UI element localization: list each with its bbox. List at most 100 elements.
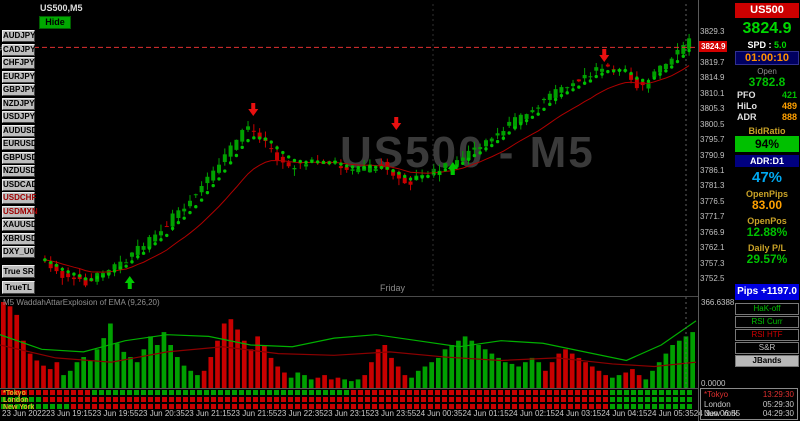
price-label: 3786.1 bbox=[700, 165, 725, 175]
stat-row-adr: ADR 888 bbox=[735, 112, 799, 122]
daily-pl-label: Daily P/L bbox=[747, 243, 786, 253]
time-label: 23 Jun 23:15 bbox=[323, 409, 370, 418]
price-label: 3790.9 bbox=[700, 150, 725, 160]
chart-symbol-label: US500,M5 bbox=[40, 3, 83, 13]
hilo-label: HiLo bbox=[737, 101, 757, 111]
sessions-table: *Tokyo 13:29:30 London 05:29:30 New York… bbox=[700, 388, 798, 420]
bid-price: 3824.9 bbox=[742, 20, 792, 37]
pfo-value: 421 bbox=[781, 90, 797, 100]
sidebar-item-eurjpy[interactable]: EURJPY bbox=[2, 71, 36, 83]
adr-label: ADR bbox=[737, 112, 757, 122]
day-separator-label: Friday bbox=[380, 283, 406, 293]
time-label: 24 Jun 03:15 bbox=[554, 409, 602, 418]
pips-total-badge: Pips +1197.0 bbox=[735, 284, 799, 300]
session-countdown: 04:29:30 bbox=[762, 409, 794, 418]
price-label: 3762.1 bbox=[700, 243, 725, 253]
price-chart-canvas[interactable] bbox=[0, 0, 700, 296]
scale-divider bbox=[698, 0, 699, 421]
openpips-label: OpenPips bbox=[745, 189, 788, 199]
time-label: 23 Jun 21:15 bbox=[184, 409, 232, 418]
time-label: 23 Jun 21:55 bbox=[231, 409, 278, 418]
price-label: 3805.3 bbox=[700, 104, 725, 114]
hide-button[interactable]: Hide bbox=[39, 16, 71, 29]
price-label: 3766.9 bbox=[700, 227, 725, 237]
sidebar-item-usdjpy[interactable]: USDJPY bbox=[2, 111, 36, 123]
stat-row-pfo: PFO 421 bbox=[735, 90, 799, 100]
sidebar-item-chfjpy[interactable]: CHFJPY bbox=[2, 57, 35, 69]
adr-d1-percent: 47% bbox=[751, 169, 783, 186]
indicator-title: M5 WaddahAttarExplosion of EMA (9,26,20) bbox=[3, 298, 160, 307]
sidebar-item-eurusd[interactable]: EURUSD bbox=[2, 138, 37, 150]
adr-d1-badge: ADR:D1 bbox=[735, 155, 799, 167]
true-sr-button[interactable]: True SR bbox=[2, 265, 35, 278]
session-row-tokyo: *Tokyo 13:29:30 bbox=[704, 390, 794, 399]
price-label: 3752.5 bbox=[700, 274, 725, 283]
time-label: 24 Jun 00:35 bbox=[416, 409, 463, 418]
sidebar-item-xauusd[interactable]: XAUUSD bbox=[2, 219, 37, 231]
time-label: 24 Jun 06:55 bbox=[693, 409, 741, 418]
sidebar-item-gbpjpy[interactable]: GBPJPY bbox=[2, 84, 36, 96]
pfo-label: PFO bbox=[737, 90, 756, 100]
spread-value: 5.0 bbox=[774, 40, 787, 50]
openpos-label: OpenPos bbox=[747, 216, 787, 226]
open-price: 3782.8 bbox=[748, 75, 786, 89]
bidratio-value: 94% bbox=[735, 136, 799, 152]
candle-countdown: 01:00:10 bbox=[735, 51, 799, 65]
true-tl-button[interactable]: TrueTL bbox=[2, 281, 35, 294]
rsi-htf-button[interactable]: RSI HTF bbox=[735, 329, 799, 341]
sidebar-item-xbrusd[interactable]: XBRUSD bbox=[2, 233, 37, 245]
session-mini-label-london: London bbox=[3, 397, 29, 404]
sidebar-item-nzdusd[interactable]: NZDUSD bbox=[2, 165, 37, 177]
time-label: 24 Jun 04:15 bbox=[601, 409, 648, 418]
indicator-scale-max: 366.6388 bbox=[701, 298, 735, 307]
indicator-scale-min: 0.0000 bbox=[701, 379, 726, 388]
chart-indicator-divider bbox=[0, 296, 698, 297]
wae-indicator-canvas[interactable] bbox=[0, 297, 700, 391]
session-row-newyork: New York 04:29:30 bbox=[704, 409, 794, 418]
price-label: 3810.1 bbox=[700, 88, 725, 98]
openpips-value: 83.00 bbox=[751, 198, 783, 212]
current-price-tag: 3824.9 bbox=[699, 41, 728, 52]
sidebar-item-usdchf[interactable]: USDCHF bbox=[2, 192, 37, 204]
session-name: New York bbox=[704, 409, 738, 418]
time-axis[interactable]: 23 Jun 2022 23 Jun 19:15 23 Jun 19:55 23… bbox=[2, 409, 740, 418]
session-countdown: 13:29:30 bbox=[762, 390, 794, 399]
session-name: *Tokyo bbox=[704, 390, 729, 399]
stat-row-hilo: HiLo 489 bbox=[735, 101, 799, 111]
session-mini-label-newyork: New York bbox=[3, 404, 35, 411]
price-scale[interactable]: 3829.3 3824.5 3819.7 3814.9 3810.1 3805.… bbox=[700, 28, 734, 283]
sidebar-item-dxy[interactable]: DXY_U0 bbox=[2, 246, 35, 258]
hak-toggle-button[interactable]: HaK-off bbox=[735, 303, 799, 315]
time-label: 23 Jun 19:55 bbox=[92, 409, 139, 418]
session-row-london: London 05:29:30 bbox=[704, 400, 794, 409]
open-label: Open bbox=[757, 67, 777, 76]
price-label: 3814.9 bbox=[700, 73, 725, 83]
hilo-value: 489 bbox=[781, 101, 797, 111]
time-label: 23 Jun 22:35 bbox=[277, 409, 324, 418]
price-label: 3771.7 bbox=[700, 212, 725, 222]
sr-toggle-button[interactable]: S&R bbox=[735, 342, 799, 354]
symbol-badge: US500 bbox=[735, 3, 799, 18]
sidebar-item-cadjpy[interactable]: CADJPY bbox=[2, 44, 36, 56]
sidebar-item-audjpy[interactable]: AUDJPY bbox=[2, 30, 36, 42]
adr-value: 888 bbox=[781, 112, 797, 122]
spread-row: SPD : 5.0 bbox=[735, 40, 799, 50]
session-name: London bbox=[704, 399, 731, 409]
daily-pl-value: 29.57% bbox=[746, 252, 788, 266]
session-mini-label-tokyo: *Tokyo bbox=[3, 390, 26, 397]
price-label: 3800.5 bbox=[700, 119, 725, 129]
sidebar-item-nzdjpy[interactable]: NZDJPY bbox=[2, 98, 35, 110]
spread-label: SPD : bbox=[747, 40, 772, 50]
price-label: 3819.7 bbox=[700, 57, 725, 67]
time-label: 23 Jun 20:35 bbox=[138, 409, 185, 418]
rsi-curr-button[interactable]: RSI Curr bbox=[735, 316, 799, 328]
sidebar-item-gbpusd[interactable]: GBPUSD bbox=[2, 152, 38, 164]
sidebar-item-audusd[interactable]: AUDUSD bbox=[2, 125, 38, 137]
sidebar-item-usdcad[interactable]: USDCAD bbox=[2, 179, 38, 191]
sidebar-item-usdmxn[interactable]: USDMXN bbox=[2, 206, 38, 218]
time-label: 24 Jun 02:15 bbox=[508, 409, 555, 418]
price-label: 3795.7 bbox=[700, 135, 725, 145]
sessions-grid-canvas bbox=[1, 390, 692, 409]
jbands-button[interactable]: JBands bbox=[735, 355, 799, 367]
